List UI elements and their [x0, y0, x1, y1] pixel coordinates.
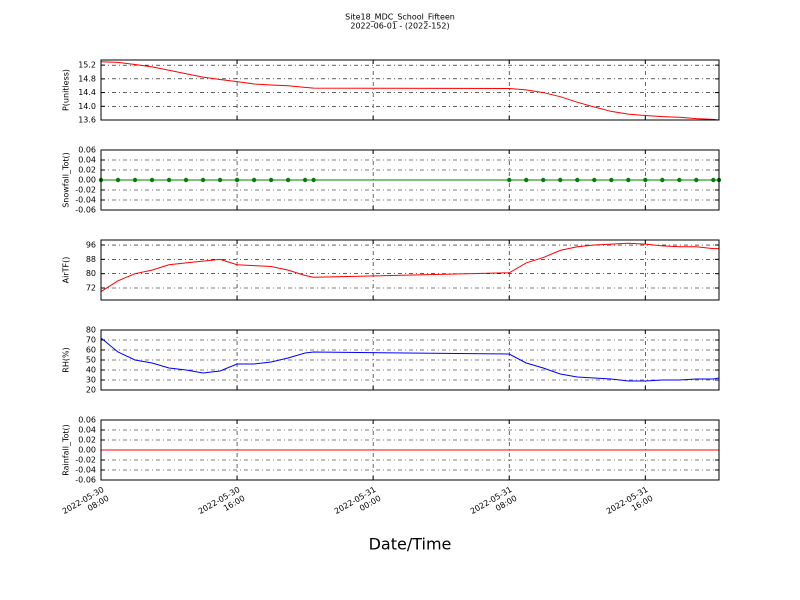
y-tick-label: 96 [86, 241, 96, 250]
y-tick-label: -0.02 [75, 186, 96, 195]
data-point [311, 177, 316, 183]
data-point [251, 177, 257, 183]
data-point [711, 177, 716, 183]
y-tick-label: 88 [86, 255, 96, 264]
y-tick-label: -0.02 [75, 456, 96, 465]
y-tick-label: 80 [86, 269, 96, 278]
data-point [524, 177, 529, 183]
chart-title: Site18_MDC_School_Fifteen [345, 13, 455, 22]
data-point [132, 177, 138, 183]
y-tick-label: 0.06 [78, 416, 96, 425]
data-point [694, 177, 699, 183]
data-point [285, 177, 291, 183]
y-tick-label: 0.04 [78, 156, 96, 165]
y-tick-label: 0.00 [78, 176, 96, 185]
y-tick-label: 80 [86, 326, 96, 335]
y-tick-label: 0.02 [78, 436, 96, 445]
y-tick-label: 14.4 [78, 88, 96, 97]
data-point [183, 177, 189, 183]
y-axis-label: Rainfall_Tot() [62, 424, 71, 476]
data-line [100, 61, 720, 121]
x-axis-label: Date/Time [369, 535, 452, 554]
y-axis-label: Snowfall_Tot() [62, 152, 71, 208]
data-point [149, 177, 155, 183]
y-axis-label: P(unitless) [62, 69, 71, 111]
plot-frame [100, 59, 720, 121]
y-tick-label: 72 [86, 284, 96, 293]
data-point [643, 177, 648, 183]
data-point [302, 177, 308, 183]
y-tick-label: 13.6 [78, 116, 96, 125]
y-tick-label: 60 [86, 346, 96, 355]
y-tick-label: 14.0 [78, 102, 96, 111]
data-point [660, 177, 665, 183]
data-point [541, 177, 546, 183]
y-tick-label: 30 [86, 376, 96, 385]
data-point [592, 177, 597, 183]
data-line [100, 242, 719, 293]
data-point [115, 177, 121, 183]
data-point [575, 177, 580, 183]
chart-subtitle: 2022-06-01 - (2022-152) [350, 22, 449, 31]
plot-frame [100, 419, 720, 481]
data-line [100, 337, 720, 382]
y-tick-label: 70 [86, 336, 96, 345]
y-tick-label: -0.04 [75, 466, 96, 475]
plot-frame [100, 329, 720, 391]
y-tick-label: 0.04 [78, 426, 96, 435]
plot-frame [100, 149, 720, 211]
data-point [677, 177, 682, 183]
data-point [626, 177, 631, 183]
data-point [217, 177, 223, 183]
y-tick-label: 0.02 [78, 166, 96, 175]
data-point [200, 177, 206, 183]
y-tick-label: -0.04 [75, 196, 96, 205]
y-tick-label: 40 [86, 366, 96, 375]
y-tick-label: 50 [86, 356, 96, 365]
y-tick-label: 14.8 [78, 74, 96, 83]
data-point [558, 177, 563, 183]
plot-frame [100, 239, 720, 301]
y-tick-label: -0.06 [75, 476, 96, 485]
data-point [234, 177, 240, 183]
y-tick-label: 0.06 [78, 146, 96, 155]
y-tick-label: -0.06 [75, 206, 96, 215]
data-point [609, 177, 614, 183]
data-point [507, 177, 512, 183]
data-point [268, 177, 274, 183]
data-point [166, 177, 172, 183]
y-tick-label: 0.00 [78, 446, 96, 455]
y-axis-label: RH(%) [62, 347, 71, 372]
y-tick-label: 15.2 [78, 61, 96, 70]
y-axis-label: AirTF() [62, 257, 71, 284]
y-tick-label: 20 [86, 386, 96, 395]
